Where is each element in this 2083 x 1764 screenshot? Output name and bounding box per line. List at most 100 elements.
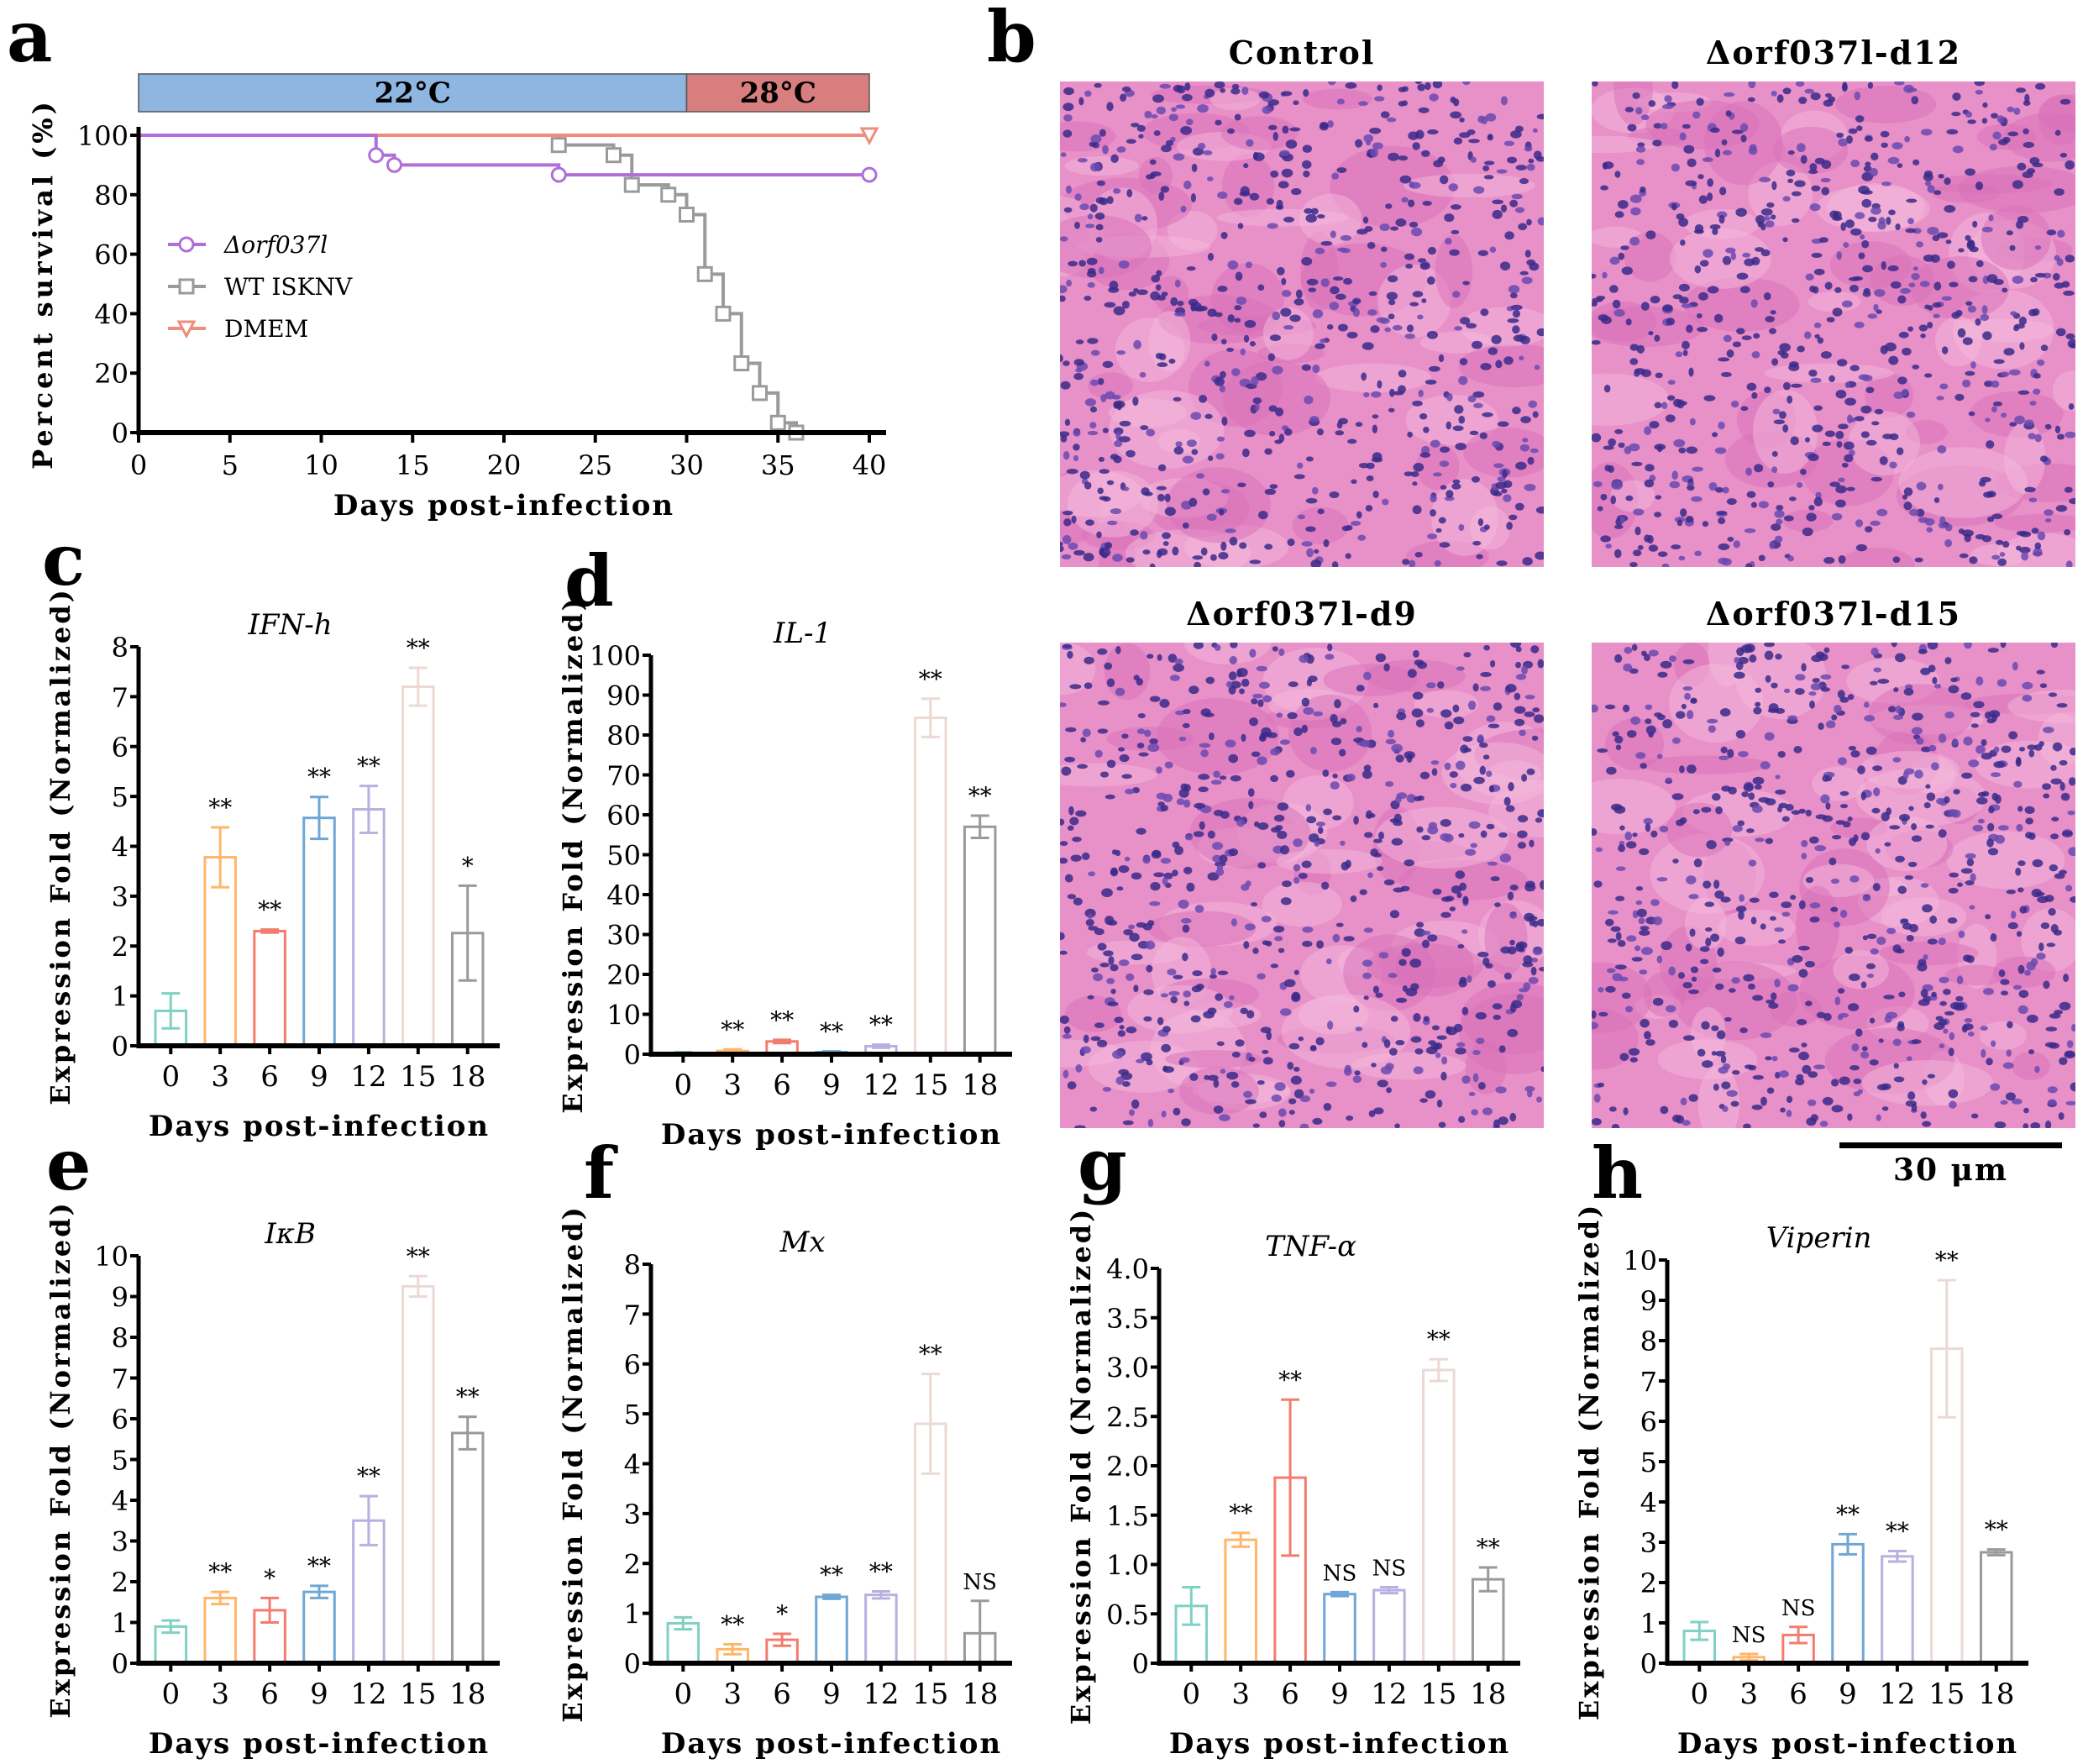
cell-nucleus <box>1458 832 1465 838</box>
cell-nucleus <box>1813 405 1823 411</box>
cell-nucleus <box>1293 1089 1304 1099</box>
cell-nucleus <box>1106 102 1114 112</box>
cell-nucleus <box>1477 951 1489 958</box>
cell-nucleus <box>1769 541 1775 549</box>
cell-nucleus <box>1132 396 1139 407</box>
cell-nucleus <box>1376 317 1388 323</box>
cell-nucleus <box>1860 234 1865 240</box>
y-tick-label: 40 <box>94 298 129 330</box>
significance-label: ** <box>1229 1499 1252 1527</box>
cell-nucleus <box>1162 541 1169 546</box>
cell-nucleus <box>1938 829 1947 838</box>
tissue-patch <box>1979 1021 2027 1050</box>
cell-nucleus <box>1234 318 1241 323</box>
cell-nucleus <box>2054 129 2061 136</box>
cell-nucleus <box>1692 809 1700 815</box>
cell-nucleus <box>1268 405 1278 412</box>
cell-nucleus <box>1388 313 1395 320</box>
cell-nucleus <box>1892 757 1902 763</box>
cell-nucleus <box>1972 220 1978 228</box>
cell-nucleus <box>1323 1102 1332 1111</box>
cell-nucleus <box>1886 217 1891 225</box>
cell-nucleus <box>1362 959 1373 967</box>
cell-nucleus <box>1379 223 1390 232</box>
cell-nucleus <box>1213 1079 1220 1088</box>
legend-label: DMEM <box>224 315 308 343</box>
cell-nucleus <box>1087 995 1094 1000</box>
cell-nucleus <box>1888 355 1899 365</box>
cell-nucleus <box>2061 830 2073 837</box>
cell-nucleus <box>1367 309 1377 316</box>
cell-nucleus <box>1906 934 1914 942</box>
cell-nucleus <box>1778 1070 1789 1078</box>
cell-nucleus <box>1198 774 1210 780</box>
cell-nucleus <box>1618 252 1625 260</box>
cell-nucleus <box>2067 339 2075 349</box>
cell-nucleus <box>1432 472 1442 477</box>
cell-nucleus <box>1172 546 1179 556</box>
cell-nucleus <box>1165 139 1174 147</box>
cell-nucleus <box>1829 375 1835 383</box>
cell-nucleus <box>1626 841 1637 849</box>
cell-nucleus <box>1124 856 1131 862</box>
cell-nucleus <box>1605 985 1616 993</box>
cell-nucleus <box>1079 470 1090 480</box>
y-axis-label: Expression Fold (Normalized) <box>45 587 76 1105</box>
cell-nucleus <box>1831 1079 1839 1087</box>
cell-nucleus <box>1722 255 1732 265</box>
cell-nucleus <box>1981 226 1993 233</box>
cell-nucleus <box>1805 809 1812 816</box>
cell-nucleus <box>1506 522 1513 530</box>
cell-nucleus <box>1482 412 1493 417</box>
cell-nucleus <box>2012 661 2018 671</box>
cell-nucleus <box>1509 199 1519 207</box>
cell-nucleus <box>1118 436 1131 443</box>
cell-nucleus <box>1948 1047 1954 1057</box>
tissue-patch <box>1782 509 1834 533</box>
cell-nucleus <box>1249 648 1257 658</box>
cell-nucleus <box>2012 325 2020 332</box>
cell-nucleus <box>1805 876 1814 884</box>
cell-nucleus <box>1850 365 1860 371</box>
cell-nucleus <box>1115 687 1125 696</box>
cell-nucleus <box>1732 825 1743 832</box>
cell-nucleus <box>1099 547 1104 556</box>
cell-nucleus <box>1834 704 1842 714</box>
cell-nucleus <box>1798 945 1810 951</box>
y-tick-label: 10 <box>606 1000 641 1032</box>
cell-nucleus <box>1898 813 1911 822</box>
cell-nucleus <box>1694 265 1702 274</box>
cell-nucleus <box>1927 938 1938 945</box>
cell-nucleus <box>1207 252 1215 261</box>
cell-nucleus <box>1363 995 1369 1000</box>
y-tick-label: 3 <box>1640 1527 1657 1559</box>
cell-nucleus <box>1331 721 1342 727</box>
y-axis-label: Expression Fold (Normalized) <box>557 596 589 1114</box>
y-tick-label: 0 <box>112 417 129 449</box>
cell-nucleus <box>1329 302 1340 311</box>
cell-nucleus <box>1970 361 1976 369</box>
cell-nucleus <box>1660 123 1668 130</box>
cell-nucleus <box>1215 453 1225 460</box>
cell-nucleus <box>1612 731 1619 737</box>
cell-nucleus <box>1598 987 1604 993</box>
cell-nucleus <box>1414 81 1422 85</box>
cell-nucleus <box>2068 777 2075 786</box>
cell-nucleus <box>2049 833 2059 840</box>
cell-nucleus <box>1094 82 1102 88</box>
cell-nucleus <box>1771 1055 1778 1062</box>
cell-nucleus <box>1776 94 1784 103</box>
cell-nucleus <box>1838 1012 1850 1018</box>
cell-nucleus <box>1299 654 1309 664</box>
cell-nucleus <box>2065 431 2075 438</box>
cell-nucleus <box>1986 838 1994 848</box>
cell-nucleus <box>1685 180 1697 186</box>
cell-nucleus <box>1951 112 1961 117</box>
bar <box>1224 1538 1257 1665</box>
cell-nucleus <box>1316 428 1324 436</box>
cell-nucleus <box>1068 806 1074 816</box>
cell-nucleus <box>2007 131 2018 137</box>
cell-nucleus <box>1679 132 1687 141</box>
cell-nucleus <box>1813 323 1822 328</box>
cell-nucleus <box>1625 495 1634 501</box>
